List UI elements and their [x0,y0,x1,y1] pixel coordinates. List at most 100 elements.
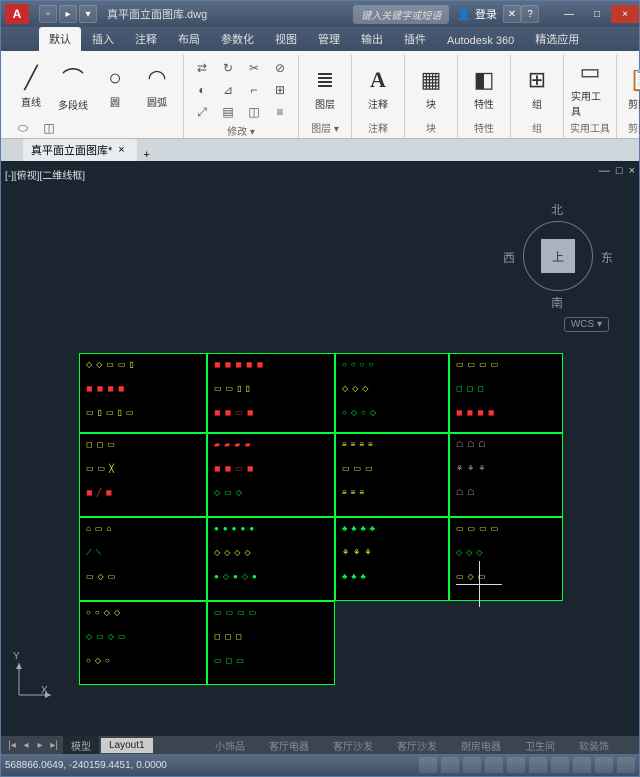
viewcube-top[interactable]: 上 [541,239,575,273]
qat-save-icon[interactable]: ▾ [79,5,97,23]
draw-sm-icon[interactable]: ⬭ [11,117,35,139]
ribbon-tab-9[interactable]: Autodesk 360 [437,31,524,51]
vp-close-icon[interactable]: × [629,165,635,177]
help-icon[interactable]: ? [521,5,539,23]
cad-symbol: ♣♣♣♣ [342,524,379,533]
btn-label: 特性 [474,96,494,111]
ribbon-tab-10[interactable]: 精选应用 [525,27,589,51]
draw-直线-button[interactable]: ╱直线 [11,57,51,117]
library-cell: ≡≡≡≡▭▭▭≡≡≡ [335,433,449,517]
cad-symbol: ◻◻◻ [214,632,246,641]
ribbon-tab-1[interactable]: 插入 [82,27,124,51]
viewport-label[interactable]: [-][俯视][二维线框] [5,167,85,182]
status-icon[interactable] [485,757,503,773]
ribbon-tabs: 默认插入注释布局参数化视图管理输出插件Autodesk 360精选应用 [1,27,639,51]
ribbon-tab-5[interactable]: 视图 [265,27,307,51]
modify-icon[interactable]: ⊞ [268,79,292,101]
status-icon[interactable] [617,757,635,773]
tab-model[interactable]: 模型 [63,736,99,755]
coordinates: 568866.0649, -240159.4451, 0.0000 [5,760,167,771]
modify-icon[interactable]: ⇄ [190,57,214,79]
group-layer: ≣图层图层 ▾ [299,55,352,138]
viewcube[interactable]: 上 北 东 南 西 [503,201,613,311]
qat-open-icon[interactable]: ▸ [59,5,77,23]
annotation-button[interactable]: A注释 [358,59,398,119]
status-icon[interactable] [529,757,547,773]
status-icon[interactable] [463,757,481,773]
maximize-button[interactable]: □ [583,5,611,23]
modify-icon[interactable]: ◫ [242,101,266,123]
user-label: 登录 [475,6,497,22]
ribbon-tab-4[interactable]: 参数化 [211,27,264,51]
cad-symbol: ◇◇◇ [456,548,486,557]
vp-minimize-icon[interactable]: — [599,165,610,177]
cardinal-w[interactable]: 西 [503,249,515,266]
group-draw: ╱直线⌒多段线○圆◠圆弧 ⬭▱⬡ ◫∿▦ 绘图 ▾ [5,55,184,138]
draw-sm-icon[interactable]: ◫ [37,117,61,139]
status-icon[interactable] [507,757,525,773]
layout-last-icon[interactable]: ▸| [47,740,61,751]
qat-new-icon[interactable]: ▫ [39,5,57,23]
document-tab[interactable]: 真平面立面图库* × [23,139,137,161]
group-annotation: A注释注释 [352,55,405,138]
modify-icon[interactable]: ⊿ [216,79,240,101]
layout-next-icon[interactable]: ▸ [33,740,47,751]
modify-icon[interactable]: ◐ [190,79,214,101]
ribbon-tab-3[interactable]: 布局 [168,27,210,51]
draw-多段线-button[interactable]: ⌒多段线 [53,57,93,117]
clipboard-button[interactable]: 📋剪贴板 [623,59,640,119]
cad-symbol: ▭◇▭ [86,572,119,581]
close-tab-icon[interactable]: × [118,144,124,156]
group-button[interactable]: ⊞组 [517,59,557,119]
cardinal-n[interactable]: 北 [551,201,563,218]
new-tab-button[interactable]: + [139,149,155,161]
category-label: 客厅电器 [269,738,309,753]
ribbon-tab-7[interactable]: 输出 [351,27,393,51]
draw-圆弧-button[interactable]: ◠圆弧 [137,57,177,117]
layer-button[interactable]: ≣图层 [305,59,345,119]
ribbon-tab-8[interactable]: 插件 [394,27,436,51]
utilities-button[interactable]: ▭实用工具 [570,59,610,119]
drawing-viewport[interactable]: [-][俯视][二维线框] — □ × 上 北 东 南 西 WCS ▾ ◇◇▭▭… [1,161,639,736]
cad-symbol: ◼◼◼◼◼ [214,360,267,369]
draw-圆-button[interactable]: ○圆 [95,57,135,117]
status-icon[interactable] [573,757,591,773]
app-icon[interactable]: A [5,4,29,24]
cardinal-e[interactable]: 东 [601,249,613,266]
wcs-badge[interactable]: WCS ▾ [564,317,609,332]
block-button[interactable]: ▦块 [411,59,451,119]
modify-icon[interactable]: ⤢ [190,101,214,123]
properties-button[interactable]: ◧ 特性 [464,59,504,119]
status-icon[interactable] [551,757,569,773]
ucs-y-label: Y [13,651,20,662]
exchange-icon[interactable]: ✕ [503,5,521,23]
status-icon[interactable] [441,757,459,773]
cardinal-s[interactable]: 南 [551,294,563,311]
cad-symbol: ⟋⟍ [86,548,105,558]
ribbon-tab-6[interactable]: 管理 [308,27,350,51]
layout-first-icon[interactable]: |◂ [5,740,19,751]
modify-icon[interactable]: ↻ [216,57,240,79]
modify-icon[interactable]: ≡ [268,101,292,123]
sign-in-button[interactable]: 👤 登录 [457,6,497,22]
close-button[interactable]: × [611,5,639,23]
ribbon-tab-2[interactable]: 注释 [125,27,167,51]
vp-maximize-icon[interactable]: □ [616,165,623,177]
group-label: 块 [411,120,451,136]
modify-icon[interactable]: ⊘ [268,57,292,79]
tab-layout1[interactable]: Layout1 [101,738,153,753]
drawing-content: ◇◇▭▭▯◼◼◼◼▭▯▭▯▭◼◼◼◼◼▭▭▯▯◼◼▭◼○○○○◇◇◇○◇○◇▭▭… [79,353,565,685]
category-label: 厨房电器 [461,738,501,753]
layout-prev-icon[interactable]: ◂ [19,740,33,751]
library-cell: ●●●●●◇◇◇◇●◇●◇● [207,517,335,601]
modify-icon[interactable]: ⌐ [242,79,266,101]
group-label: 特性 [464,120,504,136]
properties-icon: ◧ [474,67,495,93]
search-input[interactable]: 键入关键字或短语 [353,5,449,24]
modify-icon[interactable]: ▤ [216,101,240,123]
modify-icon[interactable]: ✂ [242,57,266,79]
ribbon-tab-0[interactable]: 默认 [39,27,81,51]
minimize-button[interactable]: — [555,5,583,23]
status-icon[interactable] [419,757,437,773]
status-icon[interactable] [595,757,613,773]
